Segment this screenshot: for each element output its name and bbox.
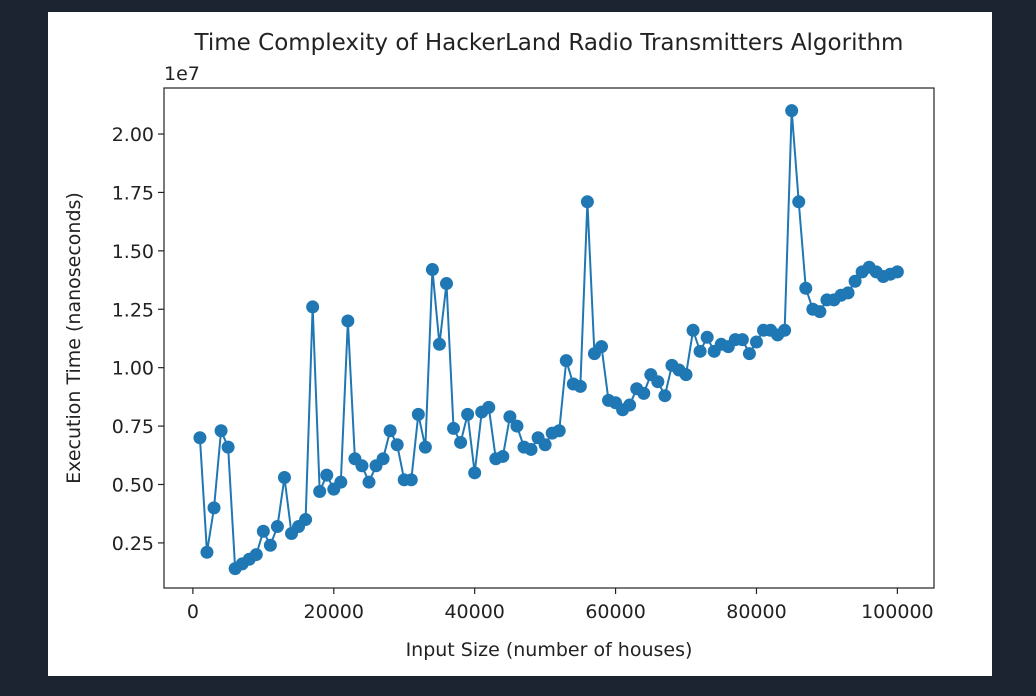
data-point (679, 368, 693, 382)
data-point (658, 389, 672, 403)
y-tick-label: 0.50 (112, 474, 154, 496)
data-point (524, 442, 538, 456)
data-point (813, 305, 827, 319)
data-point (277, 470, 291, 484)
data-point (454, 435, 468, 449)
data-point (200, 545, 214, 559)
data-point (306, 300, 320, 314)
x-tick-label: 80000 (726, 601, 786, 623)
x-tick-label: 20000 (304, 601, 364, 623)
data-point (418, 440, 432, 454)
data-point (686, 323, 700, 337)
x-axis-label: Input Size (number of houses) (406, 639, 693, 661)
data-point (432, 337, 446, 351)
data-point (552, 424, 566, 438)
data-point (700, 330, 714, 344)
data-point (221, 440, 235, 454)
data-point (799, 281, 813, 295)
data-point (693, 344, 707, 358)
figure-background (48, 12, 992, 676)
y-offset-label: 1e7 (164, 63, 200, 85)
x-tick-label: 60000 (585, 601, 645, 623)
data-point (651, 375, 665, 389)
data-point (785, 104, 799, 118)
data-point (411, 407, 425, 421)
data-point (207, 501, 221, 515)
data-point (735, 333, 749, 347)
data-point (749, 335, 763, 349)
y-tick-label: 1.25 (112, 299, 154, 321)
data-point (841, 286, 855, 300)
plot-frame (163, 87, 935, 589)
data-point (256, 524, 270, 538)
x-tick-label: 0 (187, 601, 199, 623)
data-point (404, 473, 418, 487)
data-point (390, 438, 404, 452)
x-tick-label: 100000 (861, 601, 934, 623)
data-point (447, 421, 461, 435)
y-tick-label: 1.75 (112, 182, 154, 204)
data-point (594, 340, 608, 354)
data-point (559, 354, 573, 368)
data-point (623, 398, 637, 412)
y-tick-label: 0.75 (112, 416, 154, 438)
data-point (503, 410, 517, 424)
data-point (299, 513, 313, 527)
y-tick-label: 0.25 (112, 533, 154, 555)
data-point (792, 195, 806, 209)
data-point (376, 452, 390, 466)
x-tick-label: 40000 (444, 601, 504, 623)
y-axis-label: Execution Time (nanoseconds) (63, 192, 85, 484)
data-point (341, 314, 355, 328)
data-point (848, 274, 862, 288)
data-point (439, 277, 453, 291)
data-point (263, 538, 277, 552)
data-point (538, 438, 552, 452)
data-point (637, 386, 651, 400)
data-point (742, 347, 756, 361)
data-point (890, 265, 904, 279)
data-point (193, 431, 207, 445)
data-point (313, 485, 327, 499)
data-point (270, 520, 284, 534)
data-point (334, 475, 348, 489)
data-point (461, 407, 475, 421)
data-point (320, 468, 334, 482)
data-point (355, 459, 369, 473)
data-point (778, 323, 792, 337)
chart-title: Time Complexity of HackerLand Radio Tran… (194, 30, 904, 56)
data-point (580, 195, 594, 209)
data-point (482, 400, 496, 414)
data-point (383, 424, 397, 438)
data-point (468, 466, 482, 480)
y-tick-label: 1.50 (112, 241, 154, 263)
data-point (425, 263, 439, 277)
y-tick-label: 2.00 (112, 124, 154, 146)
data-point (573, 379, 587, 393)
y-tick-label: 1.00 (112, 358, 154, 380)
data-point (496, 449, 510, 463)
data-point (510, 419, 524, 433)
data-point (249, 548, 263, 562)
data-point (214, 424, 228, 438)
data-point (362, 475, 376, 489)
